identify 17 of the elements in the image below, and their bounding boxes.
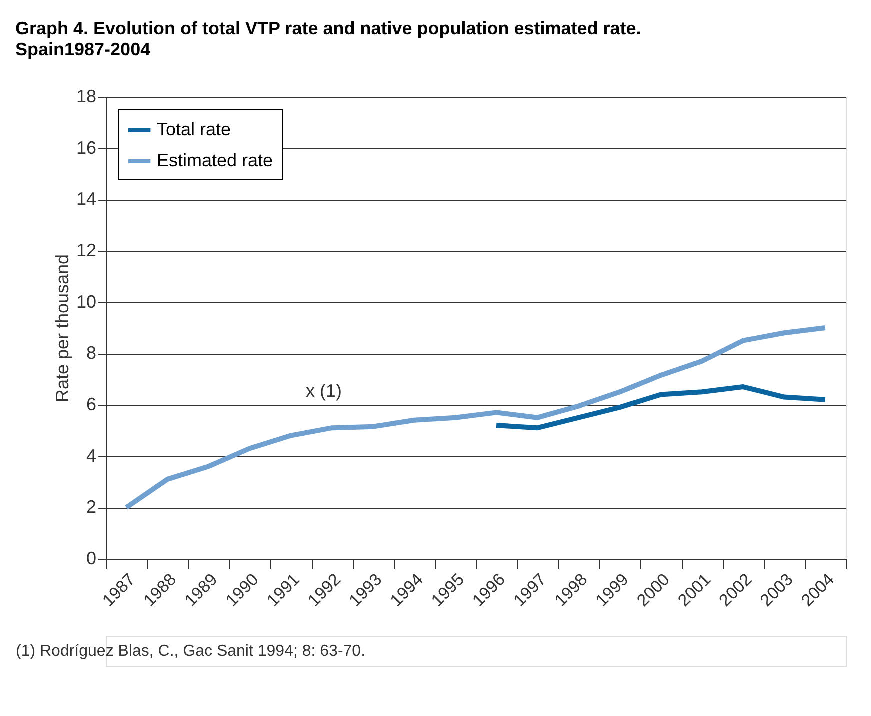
y-tick-label: 18	[76, 86, 96, 106]
y-axis-title: Rate per thousand	[52, 254, 72, 403]
y-tick-label: 14	[76, 189, 96, 210]
chart-title: Graph 4. Evolution of total VTP rate and native population estimated rate.	[16, 18, 642, 38]
y-tick-label: 2	[86, 497, 96, 518]
y-tick-label: 4	[86, 446, 96, 466]
y-tick-label: 16	[76, 138, 96, 158]
legend-label: Total rate	[157, 120, 232, 140]
y-tick-label: 0	[86, 548, 96, 568]
y-tick-label: 10	[76, 292, 96, 312]
legend-label: Estimated rate	[157, 150, 274, 170]
chart-subtitle: Spain1987-2004	[16, 40, 151, 60]
y-tick-label: 12	[76, 240, 96, 260]
y-tick-label: 6	[86, 394, 96, 414]
annotation: x (1)	[306, 381, 342, 401]
text: (1) Rodríguez Blas, C., Gac Sanit 1994; 8: 63-70.	[16, 643, 366, 660]
y-tick-label: 8	[86, 343, 96, 364]
